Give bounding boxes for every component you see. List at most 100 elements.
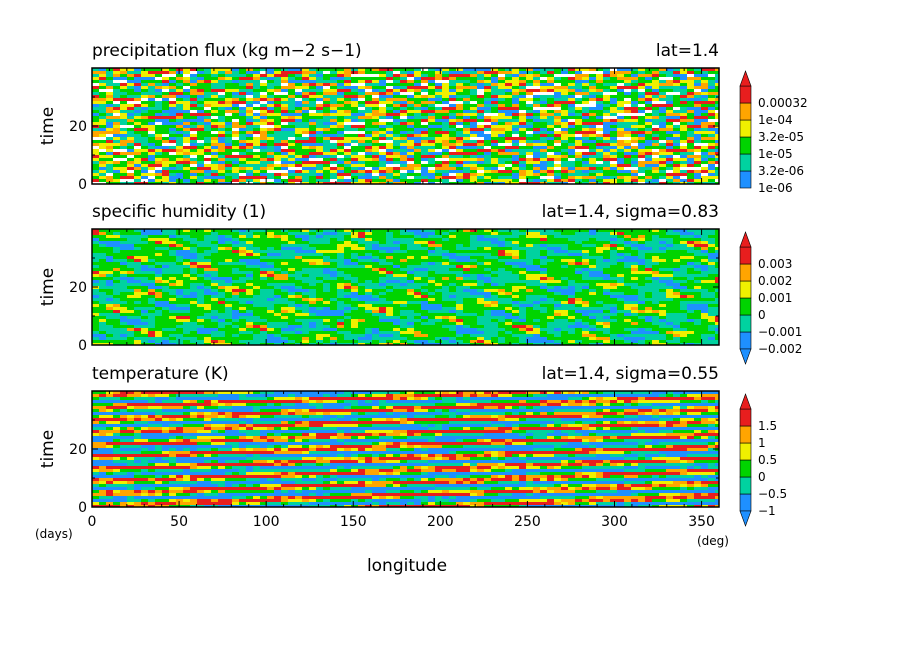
heatmap-cell xyxy=(351,149,359,153)
heatmap-cell xyxy=(400,149,408,153)
heatmap-cell xyxy=(232,71,240,75)
heatmap-cell xyxy=(218,238,226,242)
heatmap-cell xyxy=(183,125,191,129)
heatmap-cell xyxy=(330,71,338,75)
heatmap-cell xyxy=(120,149,128,153)
heatmap-cell xyxy=(372,173,380,177)
heatmap-cell xyxy=(638,250,646,254)
heatmap-cell xyxy=(561,250,569,254)
heatmap-cell xyxy=(498,247,506,251)
heatmap-cell xyxy=(680,92,688,96)
heatmap-cell xyxy=(176,167,184,171)
heatmap-cell xyxy=(316,173,324,177)
heatmap-cell xyxy=(456,170,464,174)
heatmap-cell xyxy=(631,247,639,251)
heatmap-cell xyxy=(190,125,198,129)
heatmap-cell xyxy=(491,161,499,165)
heatmap-cell xyxy=(533,68,541,72)
heatmap-cell xyxy=(330,122,338,126)
heatmap-cell xyxy=(477,134,485,138)
heatmap-cell xyxy=(498,229,506,233)
heatmap-cell xyxy=(701,116,709,120)
heatmap-cell xyxy=(407,74,415,78)
heatmap-cell xyxy=(589,179,597,183)
heatmap-cell xyxy=(99,74,107,78)
heatmap-cell xyxy=(372,253,380,257)
heatmap-cell xyxy=(463,170,471,174)
heatmap-cell xyxy=(127,125,135,129)
heatmap-cell xyxy=(309,155,317,159)
heatmap-cell xyxy=(148,77,156,81)
heatmap-cell xyxy=(694,71,702,75)
heatmap-cell xyxy=(596,143,604,147)
heatmap-cell xyxy=(274,247,282,251)
heatmap-cell xyxy=(99,134,107,138)
heatmap-cell xyxy=(302,173,310,177)
heatmap-cell xyxy=(414,146,422,150)
heatmap-cell xyxy=(442,167,450,171)
heatmap-cell xyxy=(267,140,275,144)
heatmap-cell xyxy=(302,68,310,72)
heatmap-cell xyxy=(225,122,233,126)
heatmap-cell xyxy=(694,179,702,183)
heatmap-cell xyxy=(701,173,709,177)
heatmap-cell xyxy=(701,146,709,150)
heatmap-cell xyxy=(309,83,317,87)
heatmap-cell xyxy=(561,116,569,120)
heatmap-cell xyxy=(302,161,310,165)
heatmap-cell xyxy=(274,122,282,126)
heatmap-cell xyxy=(477,250,485,254)
heatmap-cell xyxy=(652,101,660,105)
heatmap-cell xyxy=(267,271,275,275)
heatmap-cell xyxy=(449,95,457,99)
heatmap-cell xyxy=(113,125,121,129)
heatmap-cell xyxy=(603,119,611,123)
heatmap-cell xyxy=(561,83,569,87)
heatmap-cell xyxy=(491,122,499,126)
heatmap-cell xyxy=(666,116,674,120)
heatmap-cell xyxy=(421,131,429,135)
heatmap-cell xyxy=(575,137,583,141)
heatmap-cell xyxy=(267,104,275,108)
heatmap-cell xyxy=(274,80,282,84)
heatmap-cell xyxy=(645,164,653,168)
heatmap-cell xyxy=(694,256,702,260)
heatmap-cell xyxy=(624,77,632,81)
heatmap-cell xyxy=(302,179,310,183)
heatmap-cell xyxy=(295,131,303,135)
heatmap-cell xyxy=(421,158,429,162)
heatmap-cell xyxy=(680,238,688,242)
heatmap-cell xyxy=(330,77,338,81)
heatmap-cell xyxy=(456,119,464,123)
heatmap-cell xyxy=(624,262,632,266)
heatmap-cell xyxy=(232,107,240,111)
heatmap-cell xyxy=(498,179,506,183)
heatmap-cell xyxy=(540,89,548,93)
heatmap-cell xyxy=(330,238,338,242)
heatmap-cell xyxy=(127,149,135,153)
heatmap-cell xyxy=(260,244,268,248)
heatmap-cell xyxy=(596,137,604,141)
heatmap-cell xyxy=(645,155,653,159)
heatmap-cell xyxy=(554,241,562,245)
heatmap-cell xyxy=(708,229,716,233)
heatmap-cell xyxy=(666,128,674,132)
heatmap-cell xyxy=(281,247,289,251)
heatmap-cell xyxy=(141,274,149,278)
heatmap-cell xyxy=(708,137,716,141)
heatmap-cell xyxy=(393,179,401,183)
heatmap-cell xyxy=(246,176,254,180)
heatmap-cell xyxy=(414,161,422,165)
heatmap-cell xyxy=(337,104,345,108)
heatmap-cell xyxy=(540,182,548,184)
heatmap-cell xyxy=(183,83,191,87)
heatmap-cell xyxy=(449,229,457,233)
heatmap-cell xyxy=(225,152,233,156)
heatmap-cell xyxy=(456,95,464,99)
heatmap-cell xyxy=(638,182,646,184)
heatmap-cell xyxy=(190,95,198,99)
heatmap-cell xyxy=(176,244,184,248)
heatmap-cell xyxy=(554,155,562,159)
heatmap-cell xyxy=(372,176,380,180)
heatmap-cell xyxy=(337,146,345,150)
